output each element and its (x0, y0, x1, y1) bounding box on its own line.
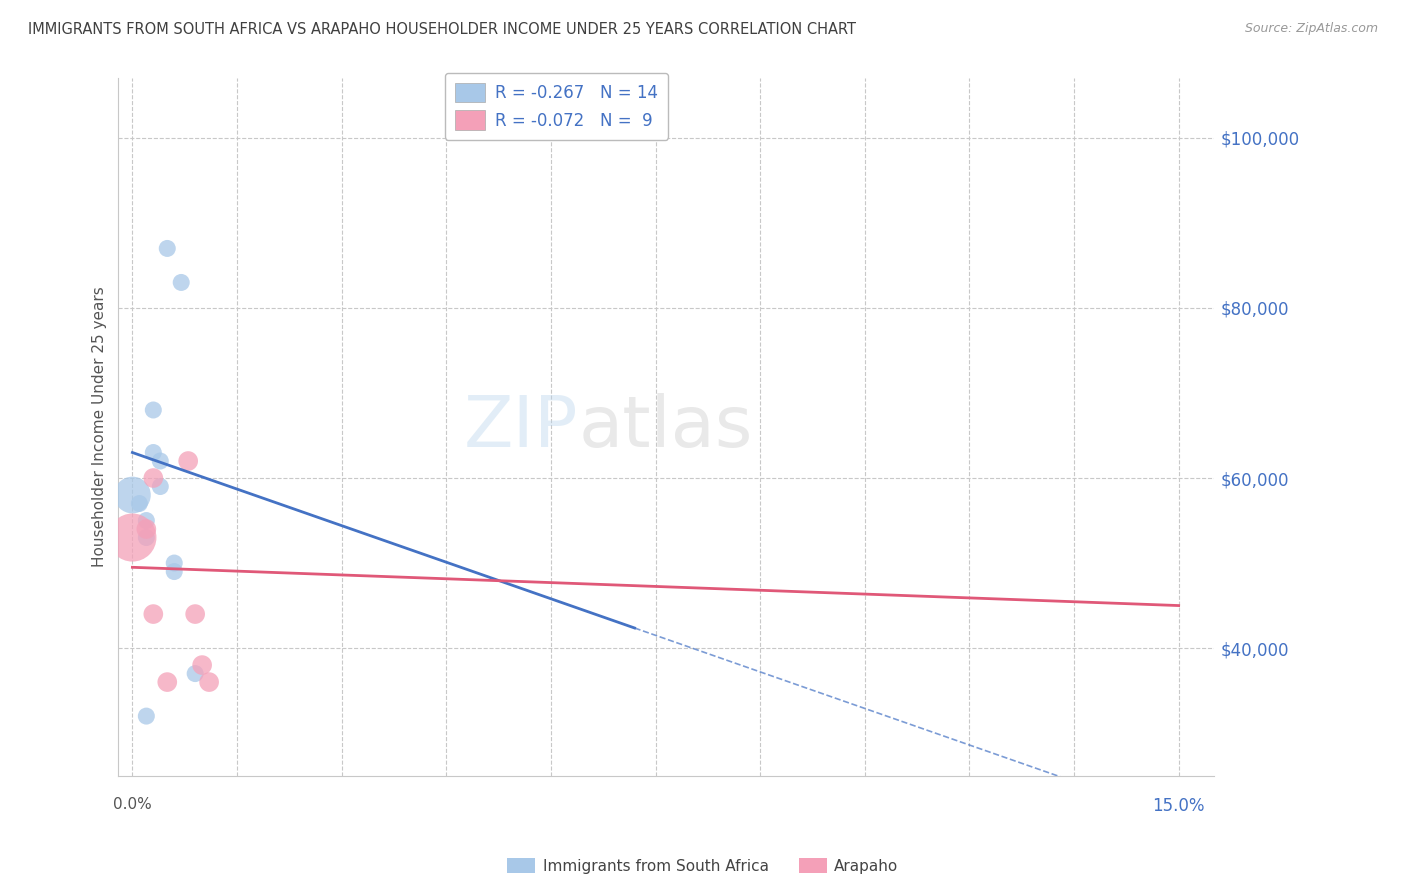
Point (198, 675, 221, 690)
Point (135, 709, 157, 723)
Legend: R = -0.267   N = 14, R = -0.072   N =  9: R = -0.267 N = 14, R = -0.072 N = 9 (444, 73, 668, 140)
Point (191, 658, 214, 673)
Text: 15.0%: 15.0% (1153, 797, 1205, 815)
Text: atlas: atlas (578, 392, 752, 461)
Point (170, 276, 193, 290)
Point (163, 565, 186, 579)
Point (121, 531, 143, 545)
Text: IMMIGRANTS FROM SOUTH AFRICA VS ARAPAHO HOUSEHOLDER INCOME UNDER 25 YEARS CORREL: IMMIGRANTS FROM SOUTH AFRICA VS ARAPAHO … (28, 22, 856, 37)
Point (128, 496, 150, 510)
Point (142, 607, 165, 621)
Text: 0.0%: 0.0% (112, 797, 152, 812)
Point (142, 403, 165, 417)
Point (163, 556, 186, 570)
Point (121, 488, 143, 502)
Legend: Immigrants from South Africa, Arapaho: Immigrants from South Africa, Arapaho (502, 852, 904, 880)
Point (149, 454, 172, 468)
Point (184, 666, 207, 681)
Point (177, 454, 200, 468)
Point (142, 445, 165, 459)
Y-axis label: Householder Income Under 25 years: Householder Income Under 25 years (93, 286, 107, 567)
Point (184, 607, 207, 621)
Text: ZIP: ZIP (464, 392, 578, 461)
Point (156, 675, 179, 690)
Point (135, 531, 157, 545)
Point (156, 242, 179, 256)
Text: Source: ZipAtlas.com: Source: ZipAtlas.com (1244, 22, 1378, 36)
Point (149, 479, 172, 493)
Point (135, 514, 157, 528)
Point (142, 471, 165, 485)
Point (135, 522, 157, 536)
